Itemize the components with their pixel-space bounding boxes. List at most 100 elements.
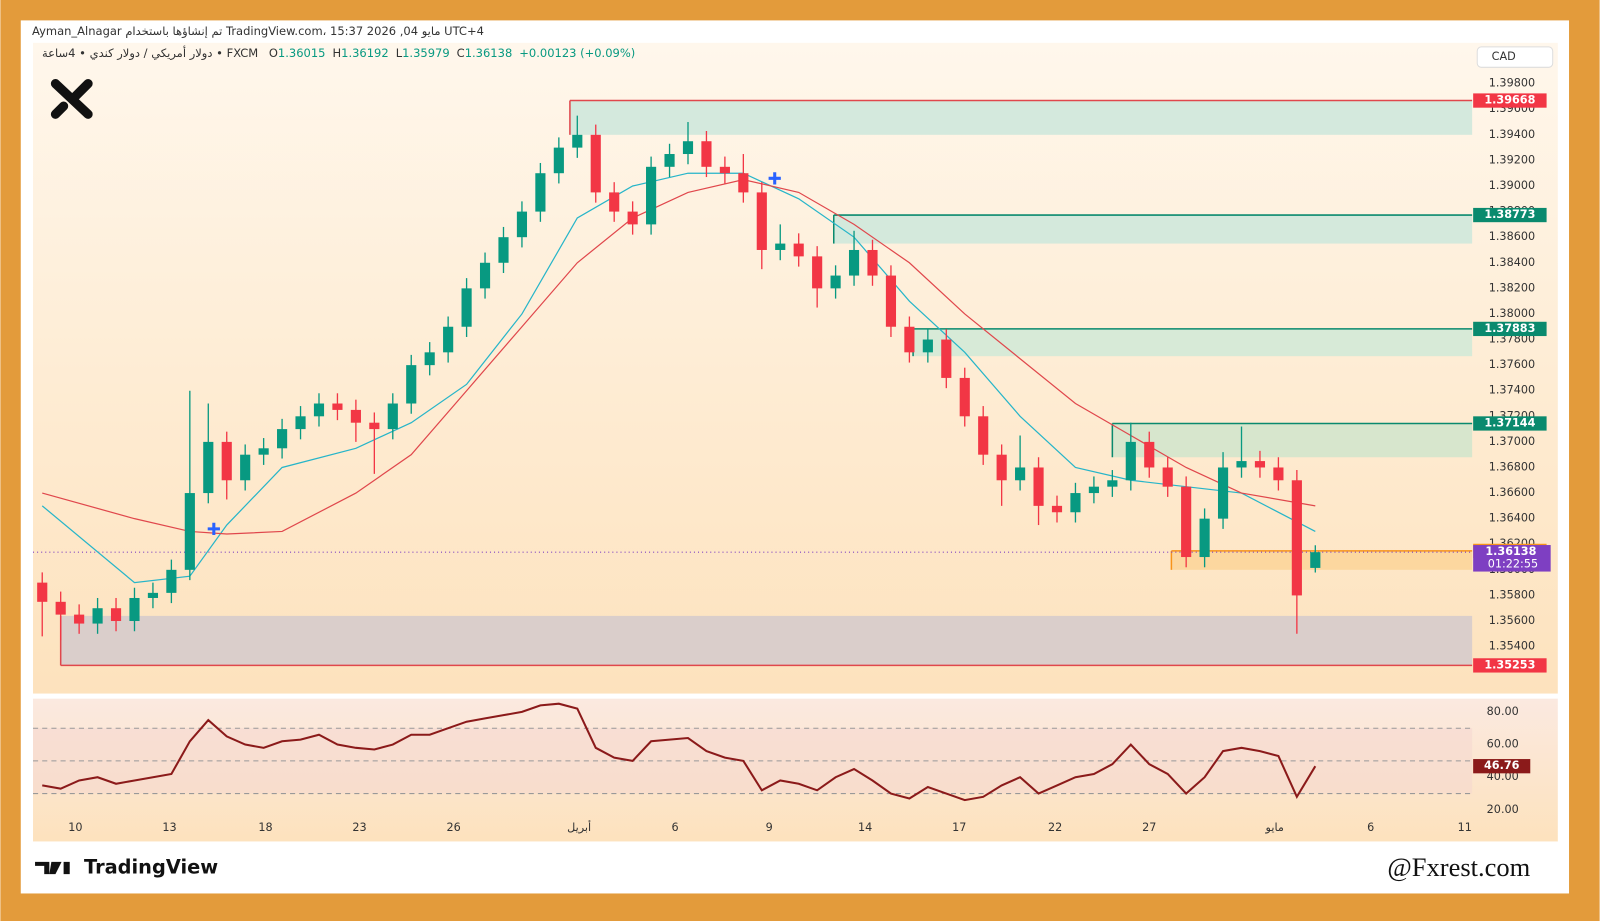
candle-body (922, 339, 933, 353)
header-title: Ayman_Alnagar تم إنشاؤها باستخدام Tradin… (32, 24, 484, 38)
rsi-tick-label: 60.00 (1487, 738, 1519, 751)
price-pane (33, 42, 1558, 694)
y-tick-label: 1.38000 (1489, 307, 1535, 320)
rsi-tick-label: 20.00 (1487, 803, 1519, 816)
zone-price-label: 1.35253 (1484, 658, 1535, 671)
candle-body (498, 237, 509, 263)
rsi-value-label: 46.76 (1484, 759, 1520, 772)
candle-body (1291, 480, 1302, 596)
brand: TradingView (84, 855, 218, 878)
candle-body (1162, 467, 1173, 487)
zone-price-label-box (1473, 658, 1547, 673)
currency: CAD (1492, 50, 1516, 63)
currency-box (1476, 46, 1554, 68)
x-tick-label: 6 (1367, 821, 1374, 834)
candle-body (295, 416, 306, 430)
signal (768, 172, 781, 185)
candle-body (701, 141, 712, 167)
candle-body (738, 173, 749, 193)
candle-body (1144, 441, 1155, 468)
watermark: @Fxrest.com (1387, 852, 1530, 882)
zone (833, 215, 1473, 244)
candle-body (646, 166, 657, 225)
y-tick-label: 1.37000 (1489, 435, 1535, 448)
candle-body (1070, 493, 1081, 513)
candle-body (1033, 467, 1044, 506)
candle-body (978, 416, 989, 455)
zone (60, 615, 1473, 666)
rsi-line (42, 702, 1317, 802)
zone-price-label: 1.39668 (1484, 94, 1535, 107)
ohlc-label: H (332, 46, 342, 60)
x-tick-label: 6 (672, 821, 679, 834)
y-tick-label: 1.37400 (1489, 384, 1535, 397)
candle-body (590, 134, 601, 193)
candle-body (479, 262, 491, 289)
rsi-tick-label: 80.00 (1487, 705, 1519, 718)
candle-body (664, 154, 675, 167)
candle-body (553, 147, 564, 174)
rsi-tick-label: 40.00 (1487, 770, 1519, 783)
ohlc-label: O (268, 46, 278, 60)
candle-body (1051, 505, 1063, 513)
candle-body (775, 243, 786, 250)
candle-body (867, 249, 878, 276)
zone-price-label: 1.37144 (1484, 416, 1535, 429)
zone (913, 328, 1473, 357)
candle-body (1236, 461, 1247, 468)
candle-body (959, 377, 970, 417)
candle-body (1088, 486, 1099, 494)
y-tick-label: 1.36600 (1489, 486, 1535, 499)
y-tick-label: 1.39800 (1489, 77, 1535, 90)
candle-body (1125, 441, 1136, 481)
candle-body (885, 275, 897, 327)
candle-body (756, 192, 767, 250)
candle-body (1199, 518, 1210, 558)
candle-body (1107, 480, 1118, 487)
candle-body (203, 441, 214, 494)
y-tick-label: 1.38200 (1489, 281, 1535, 294)
zone-price-label-box (1473, 207, 1547, 223)
candle-body (184, 493, 195, 570)
candle-body (719, 166, 730, 174)
candle-body (516, 211, 528, 238)
change-label: +0.00123 (+0.09%) (519, 46, 636, 60)
candle-body (461, 288, 472, 327)
x-tick-label: 22 (1048, 821, 1062, 834)
y-tick-label: 1.35600 (1489, 614, 1535, 627)
y-tick-label: 1.39000 (1489, 179, 1535, 192)
candle-body (1254, 461, 1266, 468)
y-tick-label: 1.39400 (1489, 128, 1535, 141)
candle-body (350, 409, 361, 423)
candle-body (129, 597, 140, 622)
candle-body (55, 601, 66, 615)
ohlc-value: 1.36192 (341, 46, 389, 60)
x-tick-label: 26 (447, 821, 461, 834)
candle-body (812, 256, 823, 289)
zone-price-label-box (1473, 416, 1547, 431)
candle-body (166, 569, 177, 593)
candle-body (1015, 467, 1026, 481)
y-tick-label: 1.36800 (1489, 460, 1535, 473)
candle-body (793, 243, 804, 257)
candle-body (682, 141, 694, 155)
candle-body (221, 441, 232, 481)
candle-body (258, 448, 269, 455)
candle-body (609, 192, 620, 212)
candle-body (830, 275, 841, 289)
candle-body (110, 608, 122, 622)
zone (569, 100, 1473, 135)
candle-body (406, 365, 417, 404)
candle-body (996, 454, 1007, 481)
x-tick-label: 13 (162, 821, 176, 834)
zone (1171, 550, 1473, 570)
y-tick-label: 1.35400 (1489, 640, 1535, 653)
candle-body (387, 403, 398, 430)
x-tick-label: 27 (1142, 821, 1156, 834)
y-tick-label: 1.38600 (1489, 230, 1535, 243)
y-tick-label: 1.38400 (1489, 256, 1535, 269)
candle-body (443, 326, 454, 353)
countdown-label: 01:22:55 (1488, 557, 1538, 570)
